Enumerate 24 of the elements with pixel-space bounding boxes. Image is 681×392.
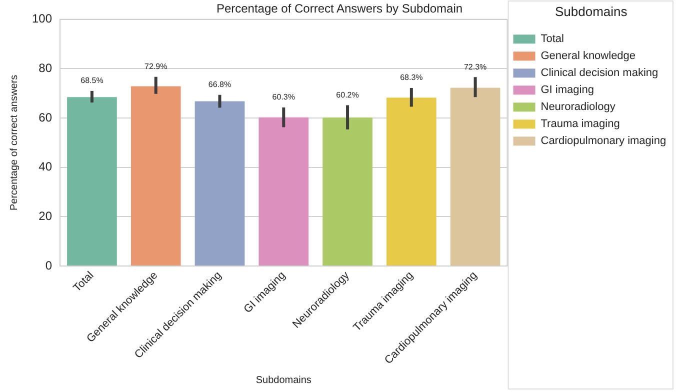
chart-title: Percentage of Correct Answers by Subdomain — [216, 2, 463, 16]
y-axis-title: Percentage of correct answers — [8, 74, 20, 211]
y-tick-label: 0 — [45, 258, 52, 272]
legend-label: Trauma imaging — [540, 118, 620, 130]
data-label: 60.3% — [272, 92, 295, 102]
data-label: 72.3% — [464, 62, 487, 72]
legend-label: Cardiopulmonary imaging — [540, 135, 666, 148]
y-tick-label: 40 — [38, 160, 52, 174]
legend-label: Clinical decision making — [540, 67, 658, 80]
y-tick-label: 100 — [32, 12, 52, 26]
legend-label: Neuroradiology — [540, 101, 616, 114]
legend-title: Subdomains — [554, 4, 628, 20]
data-label: 60.2% — [336, 90, 359, 100]
data-label: 66.8% — [208, 80, 232, 90]
legend-label: GI imaging — [540, 84, 594, 96]
y-tick-label: 80 — [38, 61, 52, 76]
legend-label: General knowledge — [540, 50, 636, 62]
legend-label: Total — [540, 33, 564, 46]
y-tick-label: 60 — [38, 110, 52, 124]
y-tick-label: 20 — [38, 209, 52, 224]
x-axis-title: Subdomains — [256, 374, 312, 386]
data-label: 68.5% — [80, 76, 104, 86]
data-label: 72.9% — [144, 62, 168, 72]
data-label: 68.3% — [400, 73, 423, 82]
